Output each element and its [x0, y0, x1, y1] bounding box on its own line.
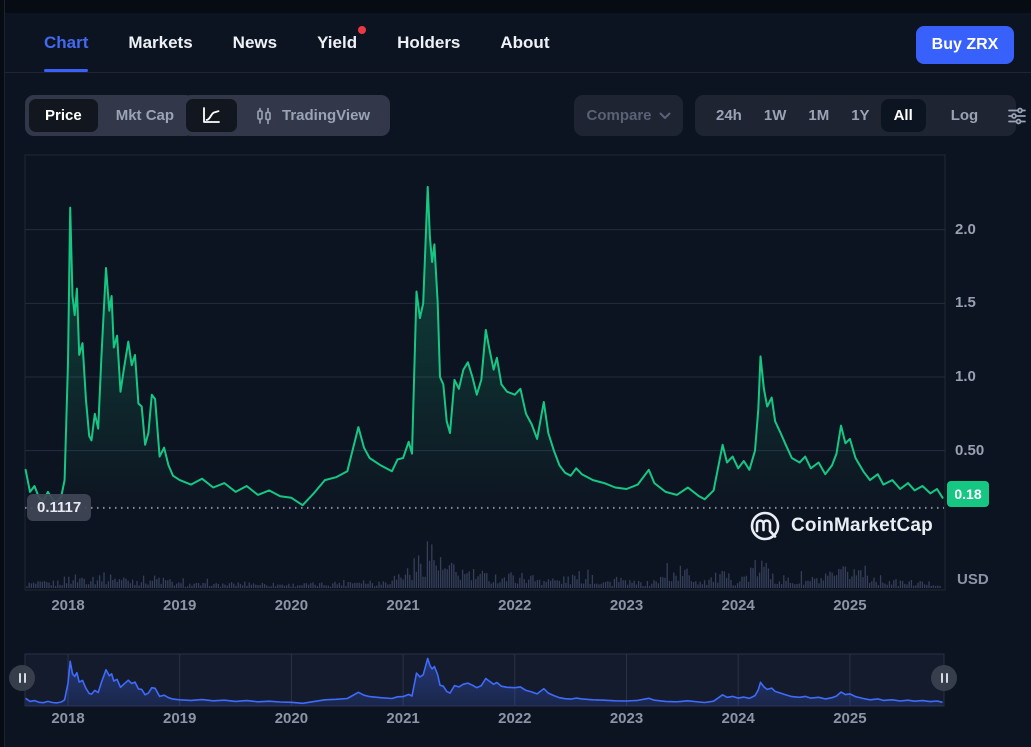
range-button-1y[interactable]: 1Y [840, 99, 880, 132]
sliders-icon [1007, 107, 1027, 125]
price-mktcap-toggle: Price Mkt Cap [25, 95, 195, 136]
currency-unit-label: USD [957, 571, 989, 588]
compare-dropdown[interactable]: Compare [574, 95, 683, 136]
nav-tab-label: Holders [397, 32, 461, 52]
range-button-all[interactable]: All [880, 99, 926, 132]
nav-tab-chart[interactable]: Chart [44, 13, 89, 72]
nav-tab-yield[interactable]: Yield [317, 13, 367, 72]
candlestick-icon [255, 107, 273, 125]
coin-tab-bar: Chart Markets News Yield Holders About [4, 13, 1031, 72]
nav-tab-label: News [232, 32, 278, 52]
x-axis-tick: 2023 [609, 710, 644, 727]
range-button-1m[interactable]: 1M [797, 99, 840, 132]
brush-handle-left[interactable] [9, 665, 35, 691]
tradingview-toggle-button[interactable]: TradingView [239, 99, 386, 132]
nav-items: Chart Markets News Yield Holders About [44, 13, 549, 72]
page-edge-left [0, 0, 5, 747]
chart-source-toggle: TradingView [182, 95, 391, 136]
y-axis-tick: 2.0 [955, 220, 976, 238]
current-price-badge: 0.18 [947, 481, 989, 507]
nav-tab-news[interactable]: News [233, 13, 277, 72]
x-axis-tick: 2021 [386, 597, 420, 614]
nav-divider [4, 72, 1031, 73]
x-axis-tick: 2022 [498, 710, 532, 727]
price-toggle-button[interactable]: Price [29, 99, 98, 132]
x-axis-tick: 2021 [386, 710, 420, 727]
nav-tab-holders[interactable]: Holders [397, 13, 460, 72]
time-range-selector: 24h 1W 1M 1Y All Log [695, 95, 1027, 136]
nav-tab-label: Yield [317, 32, 358, 52]
x-axis-tick: 2024 [721, 710, 755, 727]
line-chart-icon [202, 107, 221, 124]
page-edge-top [0, 0, 1031, 13]
mkt-cap-toggle-button[interactable]: Mkt Cap [115, 107, 175, 124]
brush-handle-right[interactable] [931, 665, 957, 691]
log-scale-button[interactable]: Log [940, 99, 990, 132]
nav-tab-markets[interactable]: Markets [128, 13, 192, 72]
compare-label: Compare [586, 107, 652, 124]
y-axis-tick: 0.50 [955, 441, 985, 459]
price-chart-canvas[interactable] [25, 155, 945, 590]
x-axis-tick: 2025 [833, 597, 867, 614]
x-axis-tick: 2020 [274, 710, 309, 727]
chevron-down-icon [659, 112, 671, 120]
nav-tab-label: About [500, 32, 550, 52]
tradingview-label: TradingView [282, 107, 371, 124]
notification-dot-icon [358, 26, 367, 34]
range-options: 24h 1W 1M 1Y All [705, 99, 926, 132]
range-button-24h[interactable]: 24h [705, 99, 753, 132]
coinmarketcap-logo-icon [748, 509, 782, 543]
volume-bars [26, 541, 941, 588]
nav-tab-label: Chart [44, 32, 89, 52]
y-axis-tick: 1.5 [955, 294, 976, 312]
minimap-line [25, 657, 943, 705]
x-axis-tick: 2018 [51, 710, 85, 727]
x-axis-tick: 2019 [163, 710, 197, 727]
x-axis-tick: 2023 [609, 597, 644, 614]
coinmarketcap-watermark: CoinMarketCap [748, 509, 933, 543]
price-line [24, 185, 944, 507]
buy-zrx-button[interactable]: Buy ZRX [916, 26, 1014, 64]
x-axis-tick: 2020 [274, 597, 309, 614]
nav-tab-label: Markets [128, 32, 193, 52]
x-axis-tick: 2022 [498, 597, 532, 614]
nav-tab-about[interactable]: About [500, 13, 549, 72]
y-axis-tick: 1.0 [955, 368, 976, 385]
x-axis-tick: 2025 [833, 710, 867, 727]
min-price-label: 0.1117 [27, 494, 92, 521]
minimap-brush-selection[interactable] [25, 654, 944, 706]
x-axis-tick: 2024 [721, 597, 755, 614]
chart-settings-button[interactable] [1003, 107, 1031, 125]
x-axis-tick: 2019 [163, 597, 197, 614]
x-axis-tick: 2018 [51, 597, 85, 614]
line-chart-toggle-button[interactable] [186, 99, 237, 132]
range-button-1w[interactable]: 1W [753, 99, 798, 132]
